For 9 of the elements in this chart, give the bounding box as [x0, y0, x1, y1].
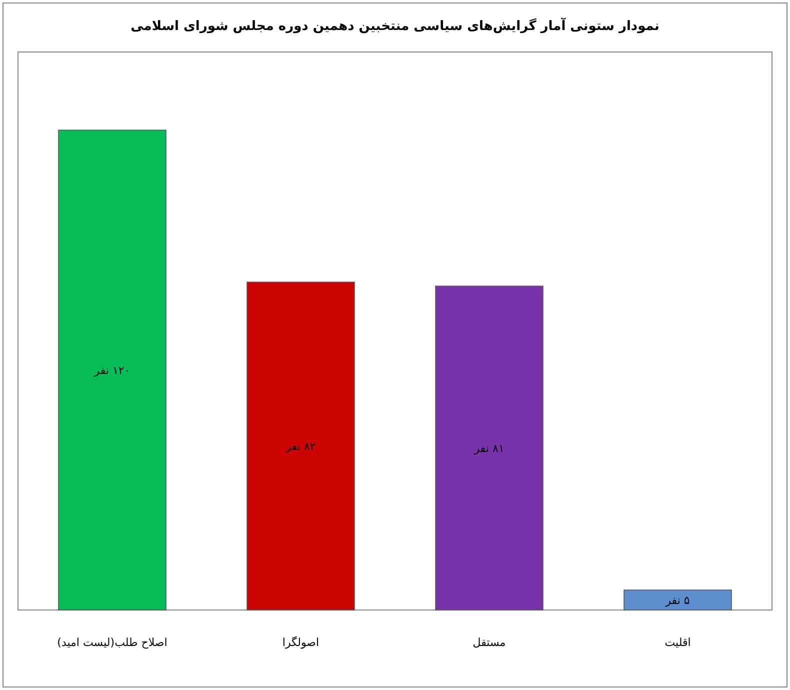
data-label: ۱۲۰ نفر: [94, 364, 130, 378]
x-tick-label: اصلاح طلب(لیست امید): [57, 636, 168, 649]
x-tick-label: اصولگرا: [282, 636, 320, 649]
data-label: ۸۱ نفر: [474, 442, 504, 456]
title: نمودار ستونی آمار گرایش‌های سیاسی منتخبین دهمین دوره مجلس شورای اسلامی: [130, 19, 660, 34]
x-tick-label: مستقل: [472, 636, 506, 649]
data-label: ۸۲ نفر: [286, 440, 316, 454]
x-tick-label: اقلیت: [664, 636, 691, 649]
data-label: ۵ نفر: [666, 594, 690, 607]
